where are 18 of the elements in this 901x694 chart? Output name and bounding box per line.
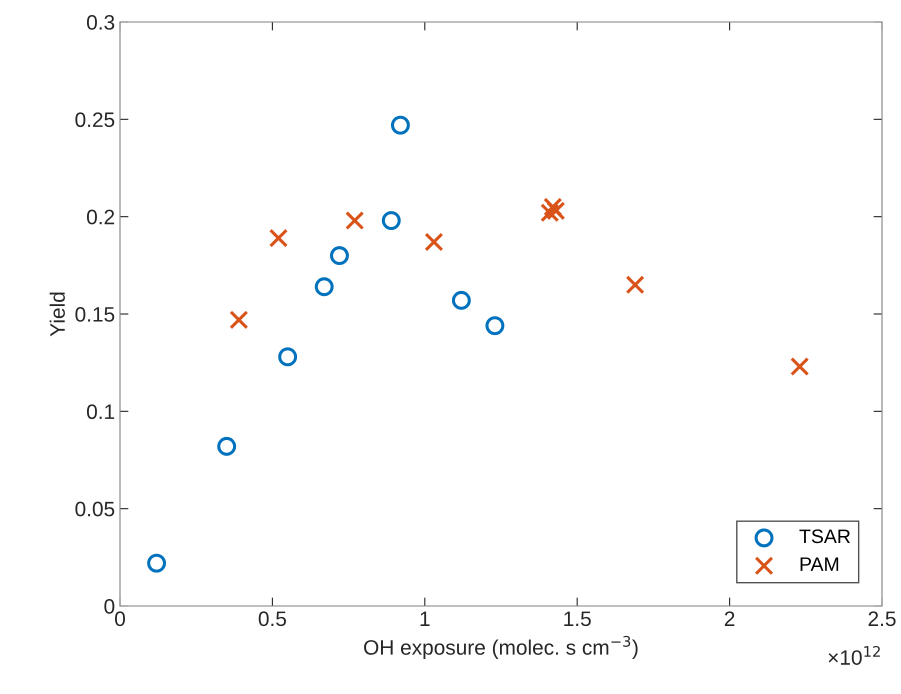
y-tick-label: 0.25 — [75, 112, 114, 128]
legend-label: TSAR — [799, 529, 850, 544]
x-tick-label: 1 — [420, 612, 430, 626]
y-axis-title: Yield — [50, 292, 65, 336]
x-tick-label: 1.5 — [564, 612, 591, 626]
text: ×10$^{12}$ — [828, 646, 880, 665]
x-axis-title: OH exposure (molec. s cm$^{−3}$) — [364, 636, 638, 659]
legend-label: PAM — [800, 557, 838, 571]
y-tick-label: 0.3 — [86, 15, 114, 30]
x-tick-label: 2 — [724, 611, 734, 626]
x-tick-label: 0.5 — [258, 611, 286, 626]
y-tick-label: 0.05 — [75, 502, 114, 516]
x-tick-label: 2.5 — [868, 611, 896, 626]
x-tick-label: 0 — [115, 611, 125, 626]
y-tick-label: 0.2 — [86, 210, 114, 224]
y-tick-label: 0 — [104, 599, 114, 614]
y-tick-label: 0.15 — [75, 307, 114, 322]
y-tick-label: 0.1 — [86, 404, 114, 420]
